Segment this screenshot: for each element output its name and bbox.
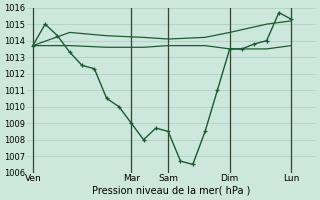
X-axis label: Pression niveau de la mer( hPa ): Pression niveau de la mer( hPa ) xyxy=(92,186,251,196)
